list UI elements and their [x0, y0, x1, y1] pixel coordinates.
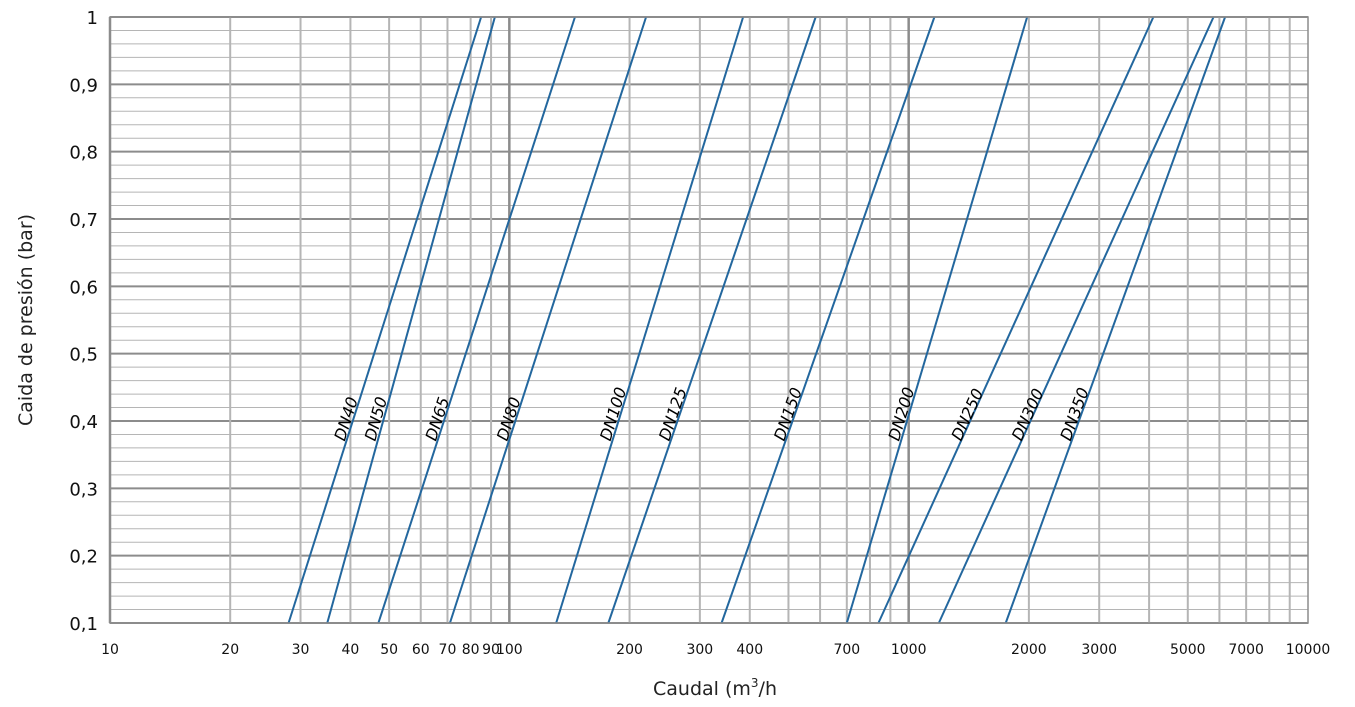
y-tick-label: 0,7	[69, 210, 98, 231]
x-tick-label: 5000	[1170, 642, 1206, 658]
x-tick-label: 400	[736, 642, 763, 658]
series-line-dn100	[555, 16, 745, 624]
series-label-dn65: DN65	[421, 395, 453, 443]
x-tick-label: 70	[439, 642, 457, 658]
x-axis-title-end: /h	[759, 678, 777, 700]
x-tick-label: 10000	[1286, 642, 1331, 658]
x-tick-label: 3000	[1081, 642, 1117, 658]
series-label-dn80: DN80	[493, 395, 525, 443]
x-tick-label: 7000	[1228, 642, 1264, 658]
x-tick-label: 700	[833, 642, 860, 658]
y-tick-label: 0,3	[69, 479, 98, 500]
x-tick-label: 40	[342, 642, 360, 658]
series-line-dn250	[877, 16, 1155, 624]
series-line-dn150	[720, 16, 936, 624]
series-line-dn300	[937, 16, 1215, 624]
y-tick-label: 0,5	[69, 345, 98, 366]
series-line-dn200	[845, 16, 1029, 624]
x-tick-label: 1000	[891, 642, 927, 658]
y-tick-label: 0,9	[69, 75, 98, 96]
y-tick-label: 0,4	[69, 412, 98, 433]
series-lines	[287, 16, 1227, 624]
series-line-dn50	[326, 16, 496, 624]
plot-frame	[109, 16, 1309, 624]
series-label-dn50: DN50	[361, 395, 391, 443]
x-tick-label: 90	[482, 642, 500, 658]
grid	[108, 16, 1308, 624]
series-label-dn40: DN40	[330, 395, 362, 443]
x-tick-label: 80	[462, 642, 480, 658]
x-tick-label: 200	[616, 642, 643, 658]
y-axis-title: Caida de presión (bar)	[15, 214, 37, 426]
y-tick-label: 0,6	[69, 277, 98, 298]
x-tick-label: 20	[221, 642, 239, 658]
series-line-dn65	[377, 16, 576, 624]
x-tick-label: 10	[101, 642, 119, 658]
x-tick-label: 30	[292, 642, 310, 658]
series-line-dn40	[287, 16, 483, 624]
y-tick-labels: 0,1 0,2 0,3 0,4 0,5 0,6 0,7 0,8 0,9 1	[69, 8, 98, 635]
series-line-dn350	[1004, 16, 1227, 624]
y-tick-label: 0,1	[69, 614, 98, 635]
x-tick-label: 300	[686, 642, 713, 658]
x-tick-label: 50	[380, 642, 398, 658]
x-tick-label: 60	[412, 642, 430, 658]
y-tick-label: 0,8	[69, 143, 98, 164]
x-tick-label: 2000	[1011, 642, 1047, 658]
x-axis-title-superscript: 3	[751, 676, 759, 690]
x-axis-title: Caudal (m3/h	[653, 676, 777, 700]
y-tick-label: 0,2	[69, 547, 98, 568]
y-tick-label: 1	[87, 8, 98, 29]
series-line-dn125	[607, 16, 817, 624]
x-tick-label: 100	[496, 642, 523, 658]
x-axis-title-main: Caudal (m	[653, 678, 751, 700]
series-line-dn80	[448, 16, 648, 624]
